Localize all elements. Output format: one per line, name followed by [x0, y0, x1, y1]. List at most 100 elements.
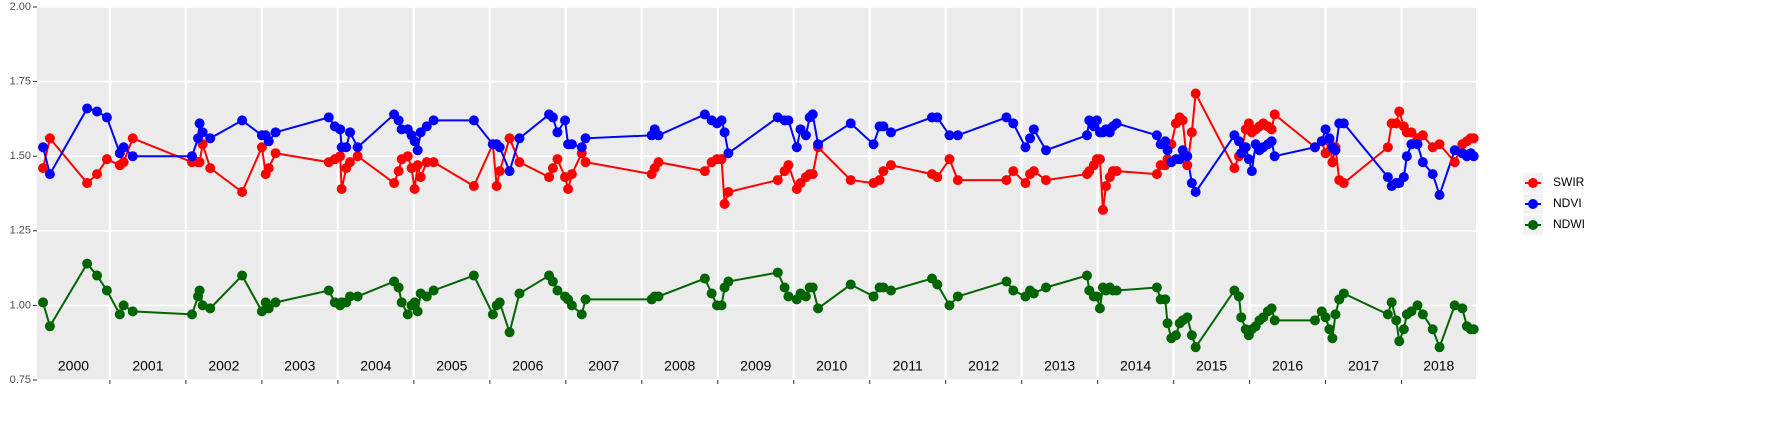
point: [1449, 157, 1460, 168]
point: [335, 151, 346, 162]
point: [197, 127, 208, 138]
point: [514, 133, 525, 144]
point: [428, 115, 439, 126]
point: [1382, 142, 1393, 153]
point: [885, 160, 896, 171]
point: [402, 309, 413, 320]
point: [580, 294, 591, 305]
legend-key-point: [1528, 199, 1538, 209]
point: [716, 300, 727, 311]
point: [345, 157, 356, 168]
point: [186, 151, 197, 162]
point: [82, 258, 93, 269]
point: [1417, 130, 1428, 141]
point: [92, 169, 103, 180]
point: [1434, 139, 1445, 150]
year-label: 2008: [664, 358, 695, 374]
point: [1097, 204, 1108, 215]
point: [719, 198, 730, 209]
point: [706, 288, 717, 299]
point: [1233, 291, 1244, 302]
point: [1427, 169, 1438, 180]
point: [932, 279, 943, 290]
point: [341, 142, 352, 153]
point: [1316, 136, 1327, 147]
point: [1001, 112, 1012, 123]
point: [1162, 145, 1173, 156]
year-label: 2010: [816, 358, 847, 374]
point: [653, 291, 664, 302]
point: [723, 148, 734, 159]
point: [256, 142, 267, 153]
point: [336, 184, 347, 195]
point: [1324, 133, 1335, 144]
point: [580, 157, 591, 168]
point: [1412, 300, 1423, 311]
point: [1190, 187, 1201, 198]
point: [563, 184, 574, 195]
point: [885, 285, 896, 296]
point: [323, 285, 334, 296]
point: [1186, 330, 1197, 341]
point: [1401, 151, 1412, 162]
point: [1391, 118, 1402, 129]
point: [653, 157, 664, 168]
point: [352, 151, 363, 162]
year-label: 2003: [284, 358, 315, 374]
point: [1151, 130, 1162, 141]
point: [504, 327, 515, 338]
point: [1091, 291, 1102, 302]
point: [428, 157, 439, 168]
point: [1040, 145, 1051, 156]
year-label: 2015: [1196, 358, 1227, 374]
point: [270, 297, 281, 308]
point: [1008, 285, 1019, 296]
point: [514, 157, 525, 168]
point: [807, 169, 818, 180]
point: [412, 306, 423, 317]
point: [1338, 288, 1349, 299]
point: [101, 112, 112, 123]
point: [421, 121, 432, 132]
point: [1020, 178, 1031, 189]
point: [44, 169, 55, 180]
point: [1457, 303, 1468, 314]
point: [1229, 163, 1240, 174]
point: [468, 181, 479, 192]
point: [1111, 285, 1122, 296]
point: [205, 163, 216, 174]
point: [845, 279, 856, 290]
point: [932, 112, 943, 123]
point: [868, 139, 879, 150]
point: [237, 270, 248, 281]
point: [878, 282, 889, 293]
point: [716, 154, 727, 165]
point: [944, 130, 955, 141]
point: [699, 109, 710, 120]
point: [1028, 124, 1039, 135]
point: [1111, 166, 1122, 177]
point: [263, 303, 274, 314]
point: [44, 321, 55, 332]
point: [421, 157, 432, 168]
point: [1468, 324, 1479, 335]
point: [127, 151, 138, 162]
point: [82, 103, 93, 114]
point: [205, 303, 216, 314]
point: [38, 297, 49, 308]
point: [1309, 315, 1320, 326]
point: [1309, 142, 1320, 153]
point: [335, 124, 346, 135]
point: [186, 309, 197, 320]
point: [1190, 88, 1201, 99]
point: [1094, 303, 1105, 314]
point: [402, 151, 413, 162]
point: [237, 115, 248, 126]
y-tick-label: 2.00: [10, 1, 31, 13]
point: [1327, 157, 1338, 168]
point: [1269, 109, 1280, 120]
point: [504, 166, 515, 177]
point: [415, 172, 426, 183]
point: [1028, 166, 1039, 177]
point: [1386, 297, 1397, 308]
